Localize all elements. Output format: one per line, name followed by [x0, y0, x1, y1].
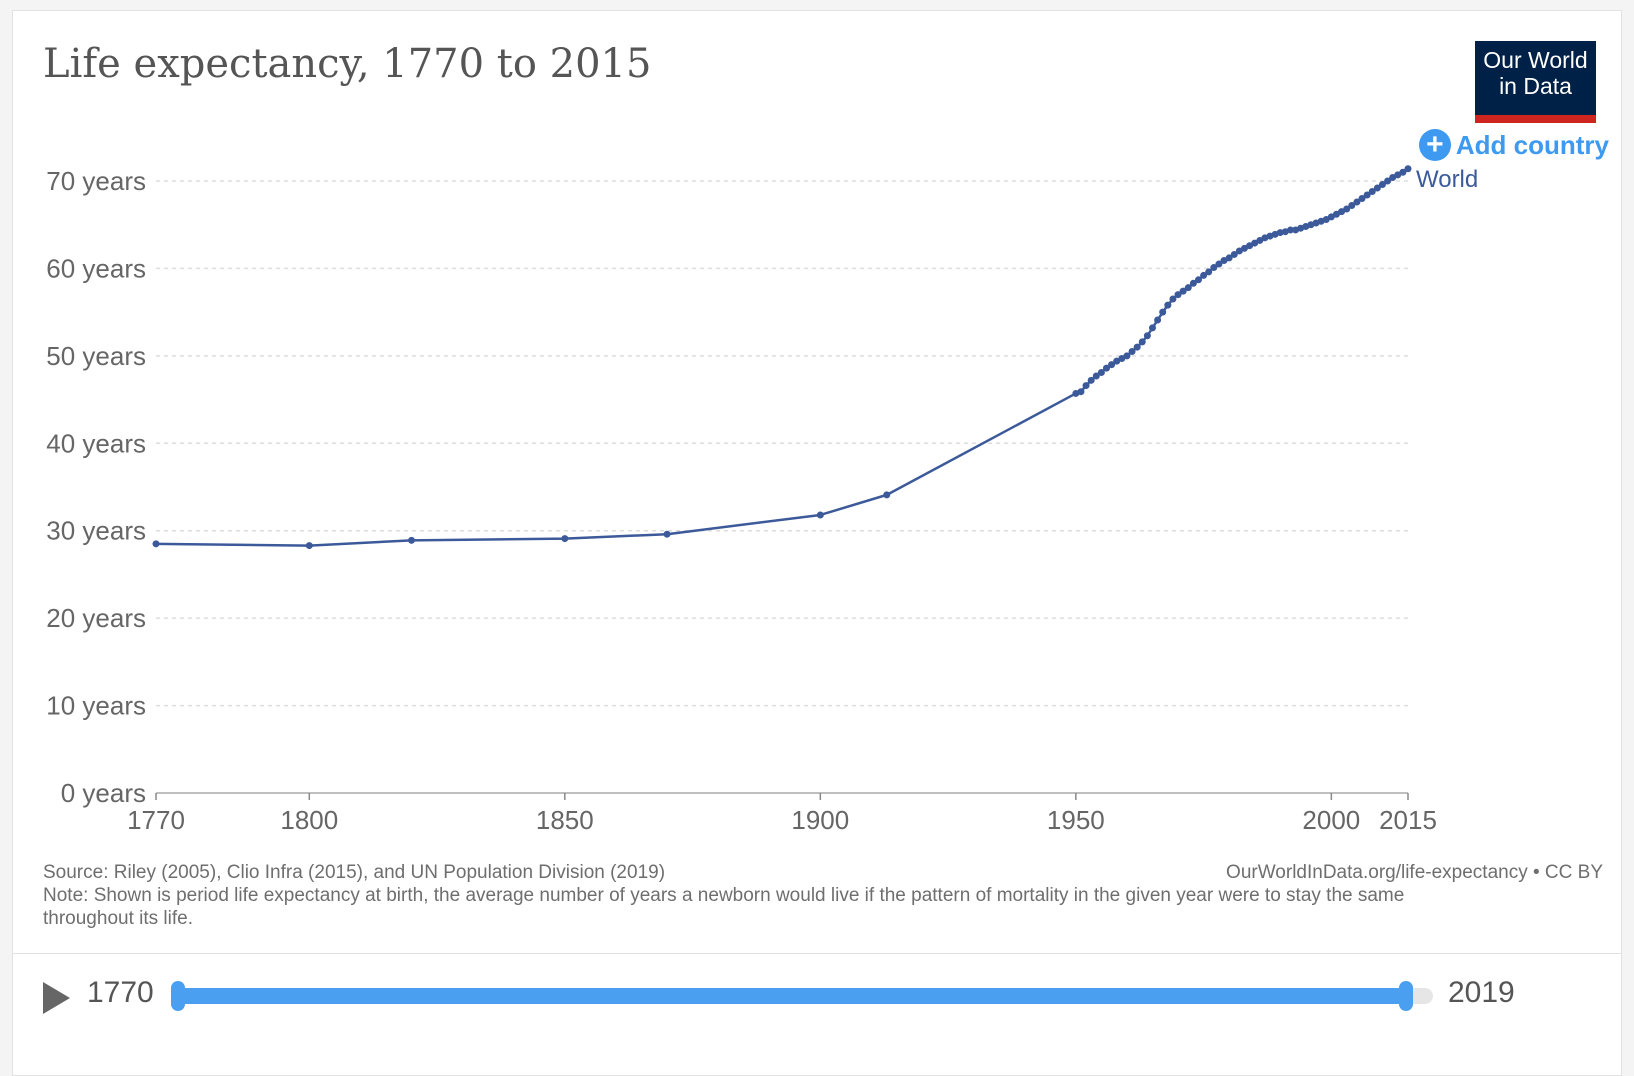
data-point[interactable]	[1373, 184, 1381, 192]
timeline-track[interactable]	[171, 981, 1433, 1011]
timeline: 1770 2019	[13, 953, 1621, 1076]
data-point[interactable]	[1143, 332, 1151, 340]
data-point[interactable]	[1225, 254, 1233, 262]
data-point[interactable]	[1169, 295, 1177, 303]
data-point[interactable]	[1378, 180, 1386, 188]
data-point[interactable]	[1348, 201, 1356, 209]
data-point[interactable]	[1128, 347, 1136, 355]
data-point[interactable]	[1087, 376, 1095, 384]
data-point[interactable]	[1404, 165, 1412, 173]
data-point[interactable]	[1230, 250, 1238, 258]
y-tick-label: 50 years	[46, 341, 146, 371]
chart-footer: Source: Riley (2005), Clio Infra (2015),…	[43, 861, 1603, 930]
data-point[interactable]	[1205, 268, 1213, 276]
data-point[interactable]	[1384, 177, 1392, 185]
data-point[interactable]	[1358, 194, 1366, 202]
chart-card: Life expectancy, 1770 to 2015 Our World …	[12, 10, 1622, 1076]
add-country-button[interactable]: + Add country	[1418, 129, 1609, 161]
timeline-end-handle[interactable]	[1398, 981, 1413, 1011]
y-tick-label: 20 years	[46, 603, 146, 633]
x-tick-label: 1800	[280, 805, 338, 835]
data-point[interactable]	[152, 540, 160, 548]
x-tick-label: 1850	[536, 805, 594, 835]
x-tick-label: 2000	[1302, 805, 1360, 835]
data-point[interactable]	[1133, 343, 1141, 351]
data-point[interactable]	[561, 535, 569, 543]
owid-logo[interactable]: Our World in Data	[1475, 41, 1596, 123]
data-point[interactable]	[1077, 388, 1085, 396]
data-point[interactable]	[1363, 191, 1371, 199]
y-tick-label: 30 years	[46, 516, 146, 546]
data-point[interactable]	[1210, 264, 1218, 272]
timeline-start-label: 1770	[87, 976, 154, 1009]
series-label-world[interactable]: World	[1416, 166, 1478, 193]
x-tick-label: 2015	[1379, 805, 1437, 835]
data-point[interactable]	[1082, 382, 1090, 390]
data-point[interactable]	[1343, 205, 1351, 213]
timeline-selected-range	[171, 988, 1413, 1004]
grid-lines	[156, 180, 1408, 707]
y-tick-label: 60 years	[46, 253, 146, 283]
data-point[interactable]	[1286, 226, 1294, 234]
data-point[interactable]	[1194, 276, 1202, 284]
life-expectancy-chart: 0 years 10 years 20 years 30 years 40 years 5…	[46, 165, 1478, 835]
data-point[interactable]	[883, 491, 891, 499]
data-point[interactable]	[1148, 324, 1156, 332]
logo-line-2: in Data	[1499, 73, 1572, 99]
y-tick-label: 40 years	[46, 428, 146, 458]
play-icon[interactable]	[43, 982, 70, 1014]
plus-circle-icon: +	[1418, 129, 1451, 161]
data-point[interactable]	[408, 536, 416, 544]
data-point[interactable]	[1154, 316, 1162, 324]
data-point[interactable]	[663, 530, 671, 538]
data-point[interactable]	[1215, 260, 1223, 268]
x-tick-label: 1770	[127, 805, 185, 835]
timeline-end-label: 2019	[1448, 976, 1515, 1009]
data-point[interactable]	[1097, 368, 1105, 376]
x-axis: 1770 1800 1850 1900 1950 2000 2015	[127, 792, 1437, 835]
data-point[interactable]	[1159, 308, 1167, 316]
data-point[interactable]	[1138, 338, 1146, 346]
data-point[interactable]	[1179, 287, 1187, 295]
note-text: Note: Shown is period life expectancy at…	[43, 885, 1405, 929]
data-point[interactable]	[305, 542, 313, 550]
data-point[interactable]	[1108, 361, 1116, 369]
data-point[interactable]	[1092, 372, 1100, 380]
series-line-world[interactable]	[155, 167, 1409, 547]
data-point[interactable]	[1200, 271, 1208, 279]
add-country-label: Add country	[1455, 129, 1609, 160]
x-tick-label: 1900	[791, 805, 849, 835]
logo-line-1: Our World	[1483, 47, 1588, 73]
data-point[interactable]	[1102, 364, 1110, 372]
chart-title: Life expectancy, 1770 to 2015	[43, 41, 652, 87]
license-link[interactable]: OurWorldInData.org/life-expectancy • CC …	[1226, 862, 1603, 883]
y-tick-label: 10 years	[46, 691, 146, 721]
data-point[interactable]	[1164, 301, 1172, 309]
y-tick-label: 70 years	[46, 166, 146, 196]
y-axis: 0 years 10 years 20 years 30 years 40 years 5…	[46, 166, 146, 808]
data-point[interactable]	[1353, 198, 1361, 206]
source-text: Source: Riley (2005), Clio Infra (2015),…	[43, 862, 666, 883]
timeline-start-handle[interactable]	[171, 981, 185, 1011]
data-point[interactable]	[1123, 352, 1131, 360]
data-point[interactable]	[1399, 168, 1407, 176]
data-point[interactable]	[1184, 284, 1192, 292]
data-point[interactable]	[1368, 187, 1376, 195]
series-layer: World	[152, 165, 1478, 550]
data-point[interactable]	[1174, 291, 1182, 299]
data-point[interactable]	[1189, 279, 1197, 287]
x-tick-label: 1950	[1047, 805, 1105, 835]
data-point[interactable]	[816, 511, 824, 519]
y-tick-label: 0 years	[61, 778, 146, 808]
